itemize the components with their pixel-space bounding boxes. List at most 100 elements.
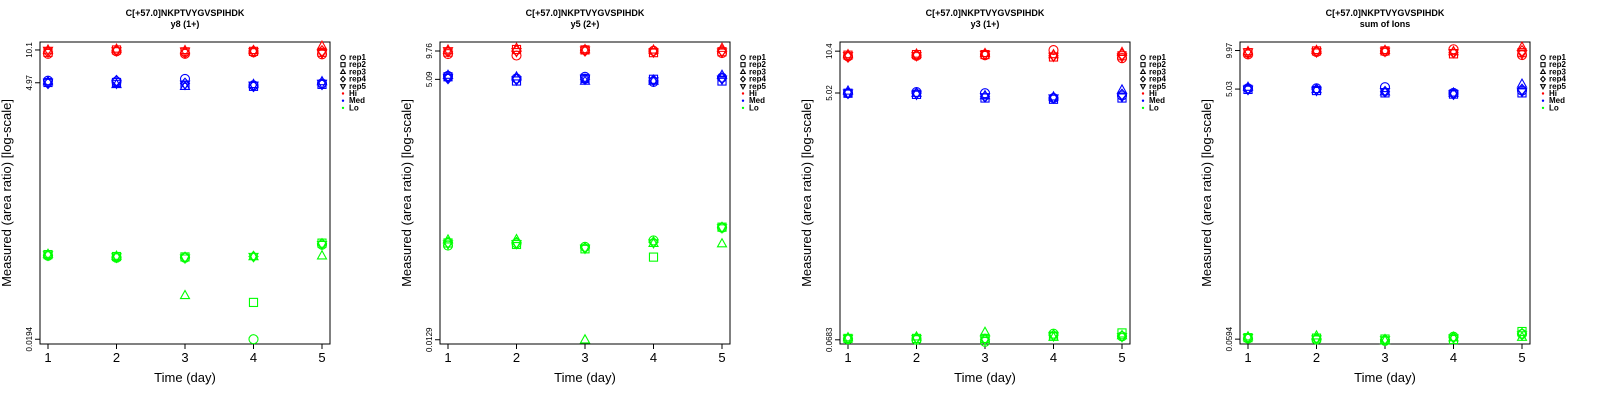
data-point <box>579 244 591 255</box>
legend-label: Lo <box>1549 103 1559 112</box>
data-point <box>1516 50 1528 60</box>
y-tick-label: 5.02 <box>825 85 834 101</box>
legend-marker <box>739 75 747 83</box>
legend-label: rep2 <box>349 60 366 69</box>
x-tick-label: 5 <box>1518 350 1525 365</box>
legend-marker <box>1141 99 1145 102</box>
data-point <box>979 336 991 347</box>
y-axis-label: Measured (area ratio) [log-scale] <box>0 99 14 287</box>
data-point <box>179 80 191 91</box>
x-tick-label: 3 <box>581 350 588 365</box>
legend-marker <box>341 92 345 95</box>
data-point <box>248 250 259 261</box>
legend-label: Med <box>1549 96 1565 105</box>
x-tick-label: 2 <box>113 350 120 365</box>
legend-label: rep4 <box>1149 75 1166 84</box>
x-tick-label: 5 <box>718 350 725 365</box>
data-point <box>248 252 259 263</box>
x-tick-label: 1 <box>1244 350 1251 365</box>
data-point <box>1379 82 1391 93</box>
legend-marker <box>339 68 347 75</box>
data-point <box>579 333 591 344</box>
data-point <box>1311 86 1322 97</box>
x-tick-label: 5 <box>1118 350 1125 365</box>
chart-title: C[+57.0]NKPTVYGVSPIHDK <box>926 8 1045 18</box>
data-point <box>979 50 991 61</box>
plot-frame <box>839 41 1131 345</box>
legend-marker <box>339 84 347 90</box>
data-point <box>1048 332 1059 343</box>
legend-label: rep4 <box>1549 75 1566 84</box>
legend-marker <box>1540 54 1546 61</box>
data-point <box>248 48 259 58</box>
legend-label: Med <box>749 96 765 105</box>
data-point <box>842 89 854 100</box>
y-tick-label: 0.0683 <box>825 327 834 352</box>
plot-frame <box>439 41 731 345</box>
data-point <box>1311 329 1322 340</box>
data-point <box>1242 333 1254 344</box>
data-point <box>1242 48 1254 59</box>
legend-label: Hi <box>349 89 357 98</box>
chart-title: C[+57.0]NKPTVYGVSPIHDK <box>526 8 645 18</box>
legend-marker <box>1539 84 1547 90</box>
data-point <box>1048 45 1059 56</box>
chart-subtitle: sum of Ions <box>1360 19 1411 29</box>
data-point <box>179 47 191 58</box>
legend-label: rep2 <box>1149 60 1166 69</box>
legend-label: Hi <box>1549 89 1557 98</box>
legend-label: rep5 <box>1149 82 1166 91</box>
data-point <box>1379 334 1391 345</box>
data-point <box>1516 331 1528 342</box>
x-tick-label: 1 <box>44 350 51 365</box>
legend-label: rep3 <box>1549 67 1566 76</box>
y-axis-label: Measured (area ratio) [log-scale] <box>1199 99 1214 287</box>
legend-label: rep5 <box>1549 82 1566 91</box>
data-point <box>442 240 454 251</box>
x-tick-label: 2 <box>1313 350 1320 365</box>
data-point <box>111 74 122 87</box>
legend-label: rep5 <box>749 82 766 91</box>
legend-label: rep3 <box>349 67 366 76</box>
x-tick-label: 4 <box>250 350 257 365</box>
legend-label: rep4 <box>349 75 366 84</box>
chart-subtitle: y8 (1+) <box>171 19 200 29</box>
legend-label: Lo <box>1149 103 1159 112</box>
data-point <box>1448 331 1459 342</box>
legend-label: rep1 <box>1149 53 1166 62</box>
legend-marker <box>1539 75 1547 83</box>
legend-marker <box>1541 99 1545 102</box>
data-point <box>842 334 854 345</box>
data-point <box>248 334 259 345</box>
x-tick-label: 1 <box>444 350 451 365</box>
legend-label: rep1 <box>349 53 366 62</box>
legend-label: Hi <box>749 89 757 98</box>
legend-label: rep2 <box>749 60 766 69</box>
data-point <box>179 73 191 84</box>
legend-marker <box>741 99 745 102</box>
data-point <box>111 253 122 264</box>
x-axis-label: Time (day) <box>1354 370 1416 385</box>
data-point <box>911 335 922 345</box>
data-point <box>716 42 728 52</box>
data-point <box>1242 85 1254 96</box>
legend-marker <box>339 75 347 83</box>
legend-label: Med <box>349 96 365 105</box>
data-point <box>248 81 259 92</box>
data-point <box>1117 328 1127 338</box>
legend-marker <box>739 84 747 90</box>
data-point <box>1311 48 1322 59</box>
data-point <box>911 87 922 97</box>
legend-label: rep3 <box>749 67 766 76</box>
data-point <box>1448 90 1459 101</box>
data-point <box>511 76 522 87</box>
legend-marker <box>341 99 345 102</box>
y-tick-label: 0.0594 <box>1225 326 1234 351</box>
data-point <box>111 79 122 90</box>
data-point <box>842 52 854 62</box>
legend-label: rep1 <box>749 53 766 62</box>
legend-marker <box>739 68 747 75</box>
